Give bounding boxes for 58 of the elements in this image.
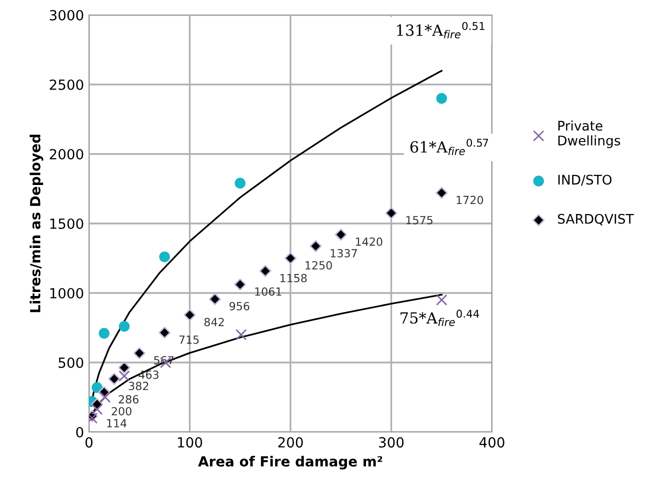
y-tick-label: 3000 [50, 10, 84, 20]
point [284, 252, 297, 264]
annotation: 61*A$_{fire}$$^{0.57}$ [410, 138, 488, 156]
data-label: 1250 [306, 261, 332, 270]
point [334, 228, 347, 241]
point [236, 329, 247, 340]
data-label: 114 [107, 419, 126, 428]
point [436, 93, 448, 104]
y-tick-label: 0 [76, 426, 84, 438]
point [436, 186, 448, 199]
point [159, 251, 170, 262]
annotation: 75*A$_{fire}$$^{0.44}$ [400, 310, 480, 326]
point [108, 372, 120, 385]
point [259, 264, 272, 278]
data-label: 1575 [406, 216, 432, 224]
point [436, 294, 448, 306]
legend-label: IND/STO [558, 174, 612, 186]
data-label: 200 [112, 407, 132, 416]
point [158, 326, 171, 339]
point [133, 347, 146, 360]
x-tick-label: 0 [85, 437, 92, 448]
data-label: 463 [138, 370, 158, 379]
y-tick-label: 1500 [50, 218, 84, 229]
data-label: 1720 [456, 196, 484, 204]
y-axis-title: Litres/min as Deployed [30, 134, 44, 312]
x-tick-label: 200 [278, 437, 303, 448]
x-tick-label: 300 [379, 437, 404, 448]
point [310, 240, 322, 252]
legend-label: SARDQVIST [558, 214, 634, 226]
point [184, 308, 196, 322]
data-label: 715 [179, 336, 199, 344]
data-label: 1420 [356, 237, 382, 246]
x-tick-label: 100 [178, 437, 202, 448]
point [385, 207, 398, 220]
point [208, 293, 222, 306]
annotation: 131*A$_{fire}$$^{0.51}$ [397, 22, 484, 38]
data-label: 382 [128, 382, 148, 390]
data-label: 956 [230, 302, 250, 310]
point [100, 392, 111, 403]
point [118, 370, 130, 382]
point [118, 362, 130, 374]
point [118, 320, 130, 332]
data-label: 842 [204, 318, 224, 326]
point [91, 404, 103, 415]
data-label: 1061 [255, 287, 282, 296]
y-tick-label: 2000 [50, 148, 84, 160]
data-label: 1158 [280, 274, 307, 282]
legend-label: Private Dwellings [558, 120, 620, 148]
point [234, 278, 246, 291]
y-tick-label: 2500 [50, 79, 84, 90]
data-label: 1337 [330, 249, 357, 258]
y-tick-label: 1000 [50, 288, 84, 298]
data-label: 286 [118, 395, 139, 404]
point [234, 178, 246, 189]
point [98, 328, 110, 339]
x-axis-title: Area of Fire damage m² [198, 456, 382, 470]
x-tick-label: 400 [479, 437, 504, 448]
y-tick-label: 500 [58, 357, 84, 368]
